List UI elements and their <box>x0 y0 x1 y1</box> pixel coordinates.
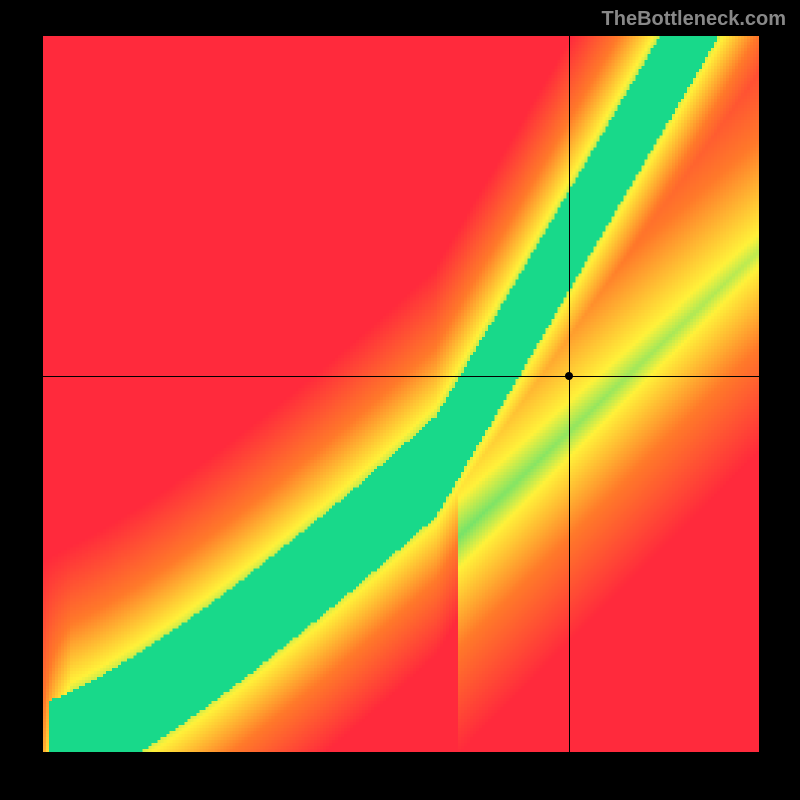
crosshair-dot <box>565 372 573 380</box>
bottleneck-heatmap <box>43 36 759 752</box>
watermark-text: TheBottleneck.com <box>602 8 786 31</box>
crosshair-vertical <box>569 36 570 752</box>
heatmap-canvas <box>43 36 759 752</box>
crosshair-horizontal <box>43 376 759 377</box>
